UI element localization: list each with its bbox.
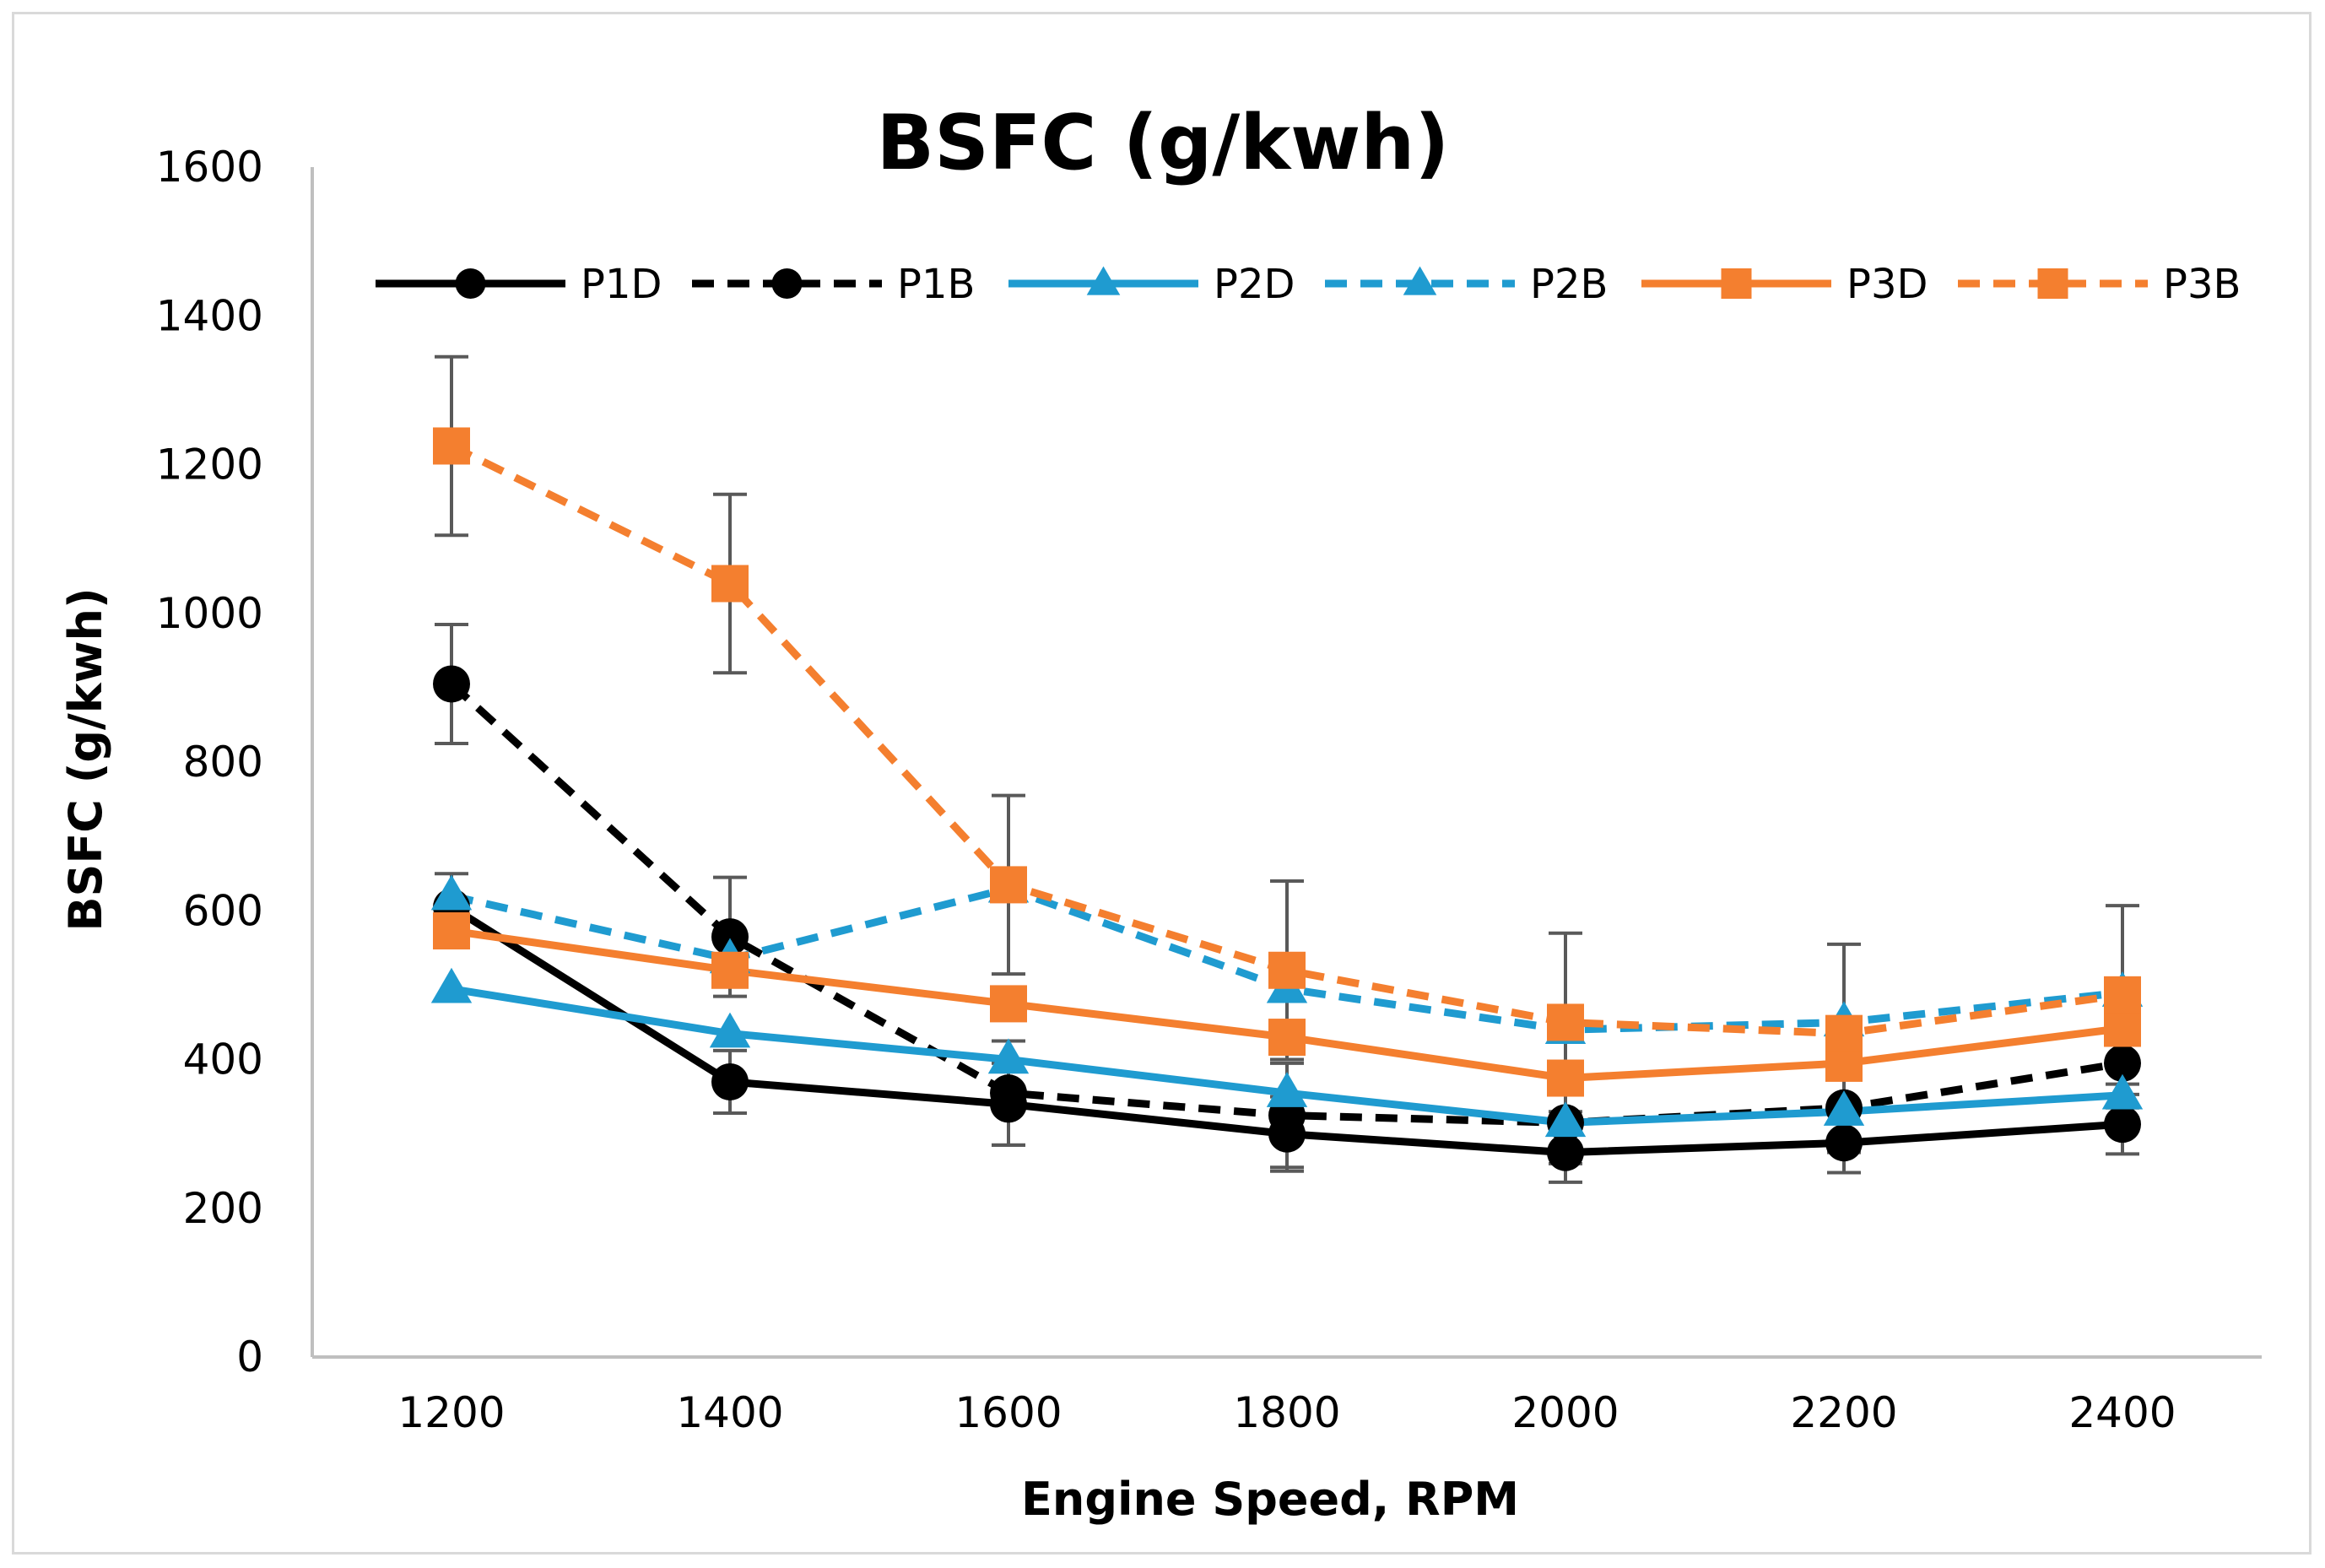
legend-marker bbox=[771, 268, 803, 299]
data-point-p3b bbox=[2104, 976, 2141, 1014]
data-point-p3d bbox=[1547, 1059, 1584, 1097]
data-point-p3d bbox=[433, 912, 470, 950]
data-point-p3b bbox=[1547, 1003, 1584, 1041]
legend-label: P3B bbox=[2163, 261, 2241, 308]
data-point-p2d bbox=[430, 967, 473, 1003]
y-tick-label: 1000 bbox=[156, 589, 263, 638]
y-tick-label: 400 bbox=[183, 1035, 263, 1084]
y-tick-label: 200 bbox=[183, 1184, 263, 1233]
y-tick-label: 1200 bbox=[156, 441, 263, 489]
data-point-p1b bbox=[711, 918, 749, 956]
data-point-p1b bbox=[990, 1074, 1027, 1112]
y-tick-label: 600 bbox=[183, 886, 263, 935]
chart-title: BSFC (g/kwh) bbox=[877, 99, 1450, 187]
legend-marker bbox=[455, 268, 486, 299]
data-point-p3b bbox=[1268, 951, 1306, 989]
legend-label: P1B bbox=[897, 261, 975, 308]
data-point-p1d bbox=[2104, 1106, 2141, 1144]
legend-label: P2B bbox=[1530, 261, 1608, 308]
data-point-p1b bbox=[433, 665, 470, 703]
legend-marker bbox=[1086, 266, 1121, 295]
y-axis-label: BSFC (g/kwh) bbox=[59, 587, 112, 931]
y-tick-label: 1600 bbox=[156, 143, 263, 192]
series-markers bbox=[430, 427, 2144, 1171]
data-point-p3d bbox=[990, 985, 1027, 1023]
legend-label: P2D bbox=[1214, 261, 1295, 308]
data-point-p2d bbox=[2101, 1073, 2144, 1110]
data-point-p1d bbox=[711, 1062, 749, 1100]
data-point-p3b bbox=[990, 866, 1027, 904]
x-tick-label: 2200 bbox=[1790, 1388, 1897, 1437]
data-point-p3d bbox=[1268, 1019, 1306, 1057]
data-point-p2d bbox=[1544, 1101, 1587, 1138]
data-point-p2d bbox=[1823, 1090, 1865, 1126]
data-point-p2d bbox=[1266, 1072, 1308, 1107]
x-tick-label: 1400 bbox=[676, 1388, 783, 1437]
legend: P1D P1B P2D P2B P3D P3B bbox=[376, 261, 2241, 308]
data-point-p3d bbox=[2104, 1009, 2141, 1047]
data-point-p1d bbox=[1825, 1124, 1863, 1162]
data-point-p3b bbox=[711, 565, 749, 603]
legend-label: P1D bbox=[581, 261, 662, 308]
x-tick-label: 1200 bbox=[397, 1388, 505, 1437]
data-point-p2d bbox=[987, 1038, 1030, 1074]
axes: 0 200 400 600 800 1000 1200 1400 1600 1200 1400 160… bbox=[156, 143, 2262, 1437]
x-tick-label: 2000 bbox=[1511, 1388, 1619, 1437]
data-point-p2b bbox=[430, 874, 473, 911]
data-point-p1b bbox=[2104, 1044, 2141, 1082]
y-tick-label: 800 bbox=[183, 738, 263, 787]
legend-label: P3D bbox=[1846, 261, 1928, 308]
y-tick-label: 0 bbox=[236, 1333, 263, 1381]
data-point-p3d bbox=[711, 951, 749, 989]
chart-frame bbox=[12, 12, 2311, 1554]
data-point-p3b bbox=[433, 427, 470, 465]
y-tick-label: 1400 bbox=[156, 291, 263, 340]
x-tick-label: 1800 bbox=[1233, 1388, 1340, 1437]
x-tick-label: 1600 bbox=[954, 1388, 1062, 1437]
data-point-p3b bbox=[1825, 1014, 1863, 1052]
legend-marker bbox=[1721, 268, 1752, 299]
data-point-p2d bbox=[709, 1012, 751, 1048]
legend-marker bbox=[1403, 266, 1437, 295]
x-axis-label: Engine Speed, RPM bbox=[1021, 1473, 1519, 1526]
data-point-p1d bbox=[1547, 1133, 1584, 1171]
legend-marker bbox=[2037, 268, 2068, 299]
x-tick-label: 2400 bbox=[2068, 1388, 2176, 1437]
